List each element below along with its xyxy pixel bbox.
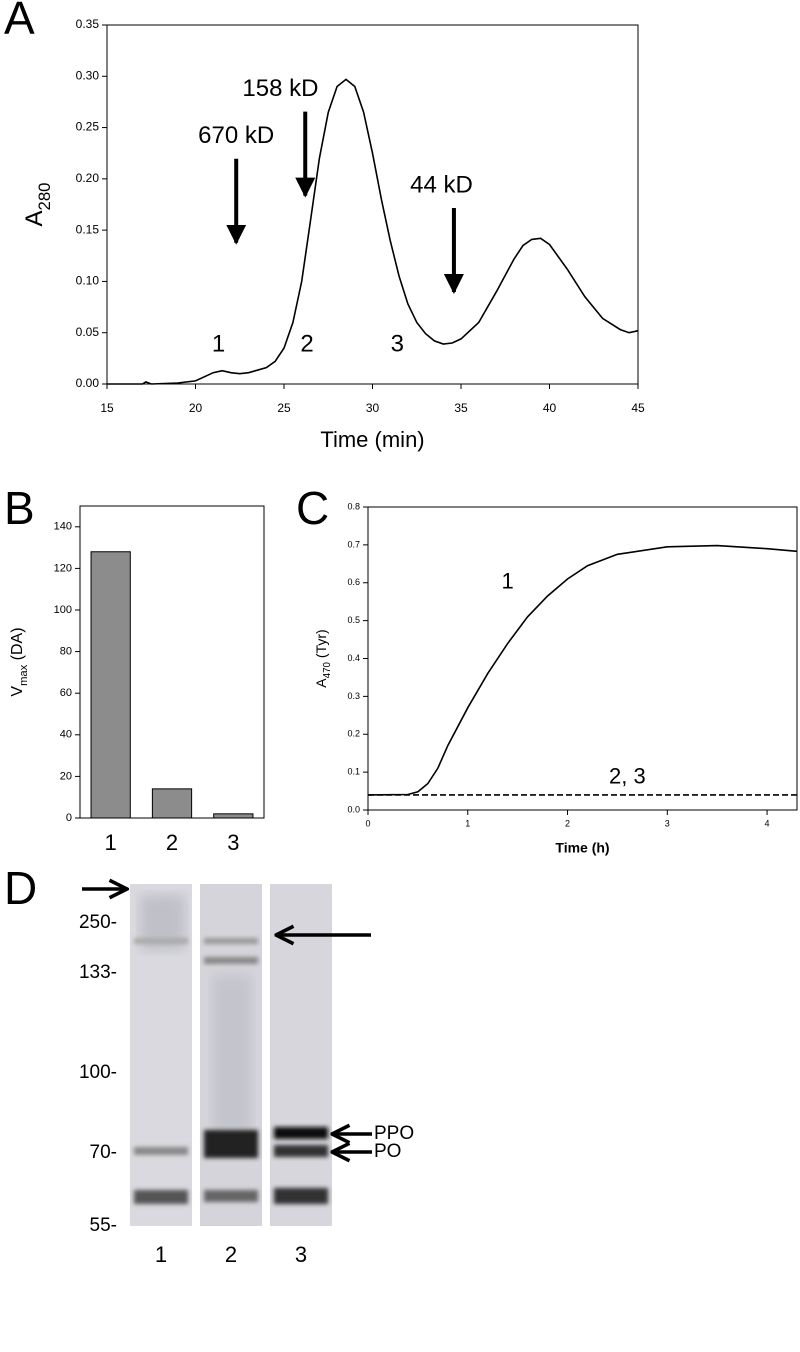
annotation: 2 bbox=[300, 330, 313, 357]
gel-lane bbox=[200, 884, 262, 1226]
annotation: 1 bbox=[212, 330, 225, 357]
x-tick-label: 0 bbox=[365, 818, 370, 828]
y-tick-label: 0.6 bbox=[347, 577, 360, 587]
y-tick-label: 0.0 bbox=[347, 804, 360, 814]
bar bbox=[151, 788, 193, 819]
marker-label: 55- bbox=[90, 1215, 117, 1236]
marker-label: 70- bbox=[90, 1142, 117, 1163]
y-tick-label: 0.4 bbox=[347, 653, 360, 663]
x-tick-label: 3 bbox=[665, 818, 670, 828]
x-tick-label: 20 bbox=[189, 401, 203, 415]
x-tick-label: 35 bbox=[454, 401, 468, 415]
panel-label: D bbox=[4, 862, 37, 914]
x-tick-label: 3 bbox=[227, 830, 239, 855]
lane-label: 2 bbox=[225, 1242, 237, 1267]
x-tick-label: 25 bbox=[277, 401, 291, 415]
plot-frame bbox=[106, 24, 639, 385]
y-tick-label: 0.25 bbox=[76, 120, 100, 134]
chart: A 0.00 0.05 0.10 0.15 0.20 0.25 0.30 0.35 15 20 25 3… bbox=[4, 0, 645, 452]
y-tick-label: 0.15 bbox=[76, 222, 100, 236]
x-tick-label: 1 bbox=[105, 830, 117, 855]
y-tick-label: 120 bbox=[54, 562, 72, 574]
y-axis-title-part: V bbox=[9, 686, 26, 697]
y-tick-label: 0.8 bbox=[347, 501, 360, 511]
x-tick-label: 2 bbox=[565, 818, 570, 828]
y-axis-title-part: (Tyr) bbox=[313, 629, 329, 662]
y-axis-title-part: A bbox=[313, 678, 329, 688]
annotation: 3 bbox=[391, 330, 404, 357]
data-line bbox=[367, 544, 798, 796]
marker-label: 100- bbox=[79, 1062, 117, 1083]
x-axis-title: Time (h) bbox=[555, 840, 609, 856]
x-axis-title: Time (min) bbox=[320, 427, 424, 452]
y-axis-title-sub: 470 bbox=[322, 661, 333, 678]
y-tick-label: 140 bbox=[54, 521, 72, 533]
y-tick-label: 0.05 bbox=[76, 325, 100, 339]
annotation: 158 kD bbox=[242, 75, 318, 102]
y-axis-title-part: A bbox=[21, 210, 48, 226]
y-tick-label: 80 bbox=[60, 646, 72, 658]
marker-label: 133- bbox=[79, 962, 117, 983]
gel-panel: D 250- 133- 100- 70- 55- 1 2 3 PPO PO bbox=[4, 862, 414, 1267]
panel-label: A bbox=[4, 0, 35, 44]
x-tick-label: 4 bbox=[765, 818, 770, 828]
y-tick-label: 0.1 bbox=[347, 767, 360, 777]
lane-label: 3 bbox=[295, 1242, 307, 1267]
plot-frame bbox=[367, 506, 798, 811]
y-tick-label: 100 bbox=[54, 604, 72, 616]
y-axis-title: Vmax (DA) bbox=[9, 627, 30, 696]
y-tick-label: 0 bbox=[66, 812, 72, 824]
band-label: PPO bbox=[374, 1123, 414, 1144]
x-tick-label: 40 bbox=[543, 401, 557, 415]
x-tick-label: 2 bbox=[166, 830, 178, 855]
x-tick-label: 1 bbox=[465, 818, 470, 828]
annotation: 2, 3 bbox=[609, 764, 646, 789]
y-tick-label: 0.2 bbox=[347, 729, 360, 739]
x-tick-label: 45 bbox=[631, 401, 645, 415]
panel-label: B bbox=[4, 482, 35, 534]
y-tick-label: 0.10 bbox=[76, 274, 100, 288]
y-tick-label: 20 bbox=[60, 770, 72, 782]
y-axis-title: A280 bbox=[21, 182, 54, 226]
y-tick-label: 0.35 bbox=[76, 17, 100, 31]
lane-label: 1 bbox=[155, 1242, 167, 1267]
y-tick-label: 0.3 bbox=[347, 691, 360, 701]
band-label: PO bbox=[374, 1141, 401, 1162]
data-line bbox=[107, 78, 639, 385]
chart: C 0.0 0.1 0.2 0.3 0.4 0.5 0.6 0.7 0.8 0 1 2 3 4 Time (h… bbox=[296, 482, 798, 856]
y-tick-label: 60 bbox=[60, 687, 72, 699]
x-tick-label: 15 bbox=[100, 401, 114, 415]
gel-lane bbox=[130, 884, 192, 1226]
y-tick-label: 40 bbox=[60, 729, 72, 741]
x-tick-label: 30 bbox=[366, 401, 380, 415]
y-axis-title-sub: max bbox=[18, 664, 30, 686]
marker-label: 250- bbox=[79, 912, 117, 933]
y-tick-label: 0.00 bbox=[76, 376, 100, 390]
chart: B 0 20 40 60 80 100 120 140 Vmax (DA) 1 2 3 bbox=[4, 482, 265, 855]
y-tick-label: 0.7 bbox=[347, 539, 360, 549]
annotation: 670 kD bbox=[198, 122, 274, 149]
panel-label: C bbox=[296, 482, 329, 534]
y-tick-label: 0.30 bbox=[76, 68, 100, 82]
bar bbox=[213, 813, 254, 819]
y-axis-title: A470 (Tyr) bbox=[313, 629, 333, 687]
y-tick-label: 0.5 bbox=[347, 615, 360, 625]
y-axis-title-sub: 280 bbox=[35, 182, 54, 210]
annotation: 44 kD bbox=[410, 171, 473, 198]
y-tick-label: 0.20 bbox=[76, 171, 100, 185]
annotation: 1 bbox=[502, 569, 514, 594]
y-axis-title-part: (DA) bbox=[9, 627, 26, 664]
bar bbox=[90, 551, 131, 819]
